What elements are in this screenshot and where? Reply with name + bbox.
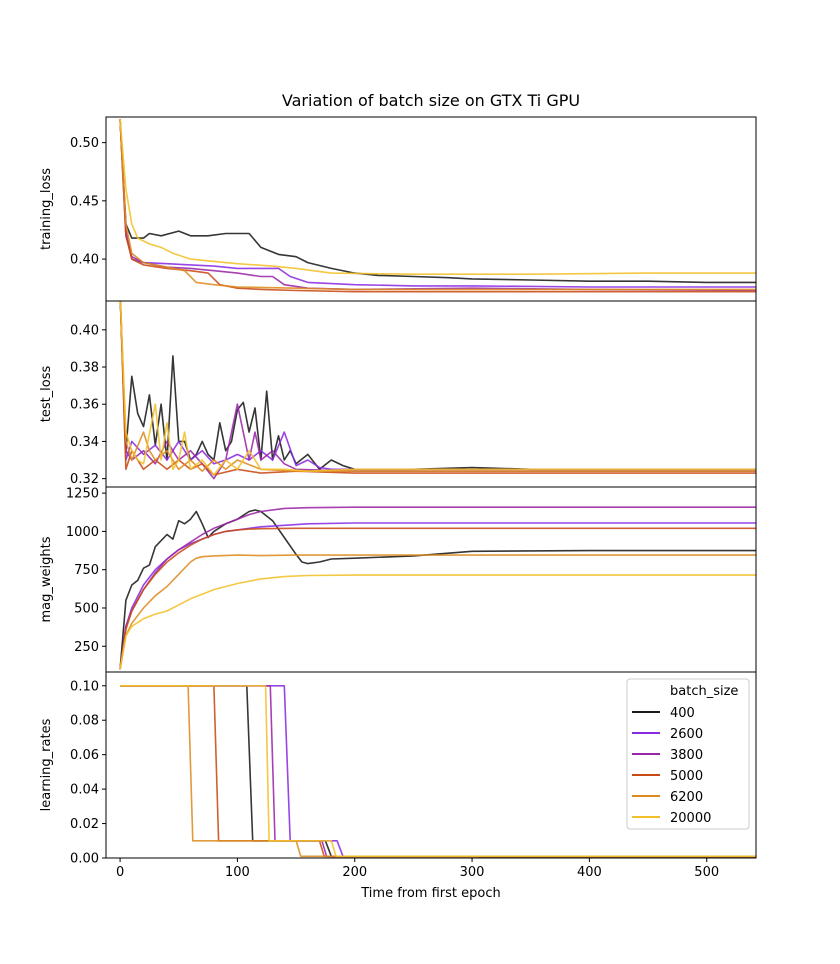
- series-group: [119, 506, 756, 670]
- y-axis-label-learning_rates: learning_rates: [39, 718, 54, 811]
- x-tick-label: 200: [342, 865, 367, 880]
- y-axis-label-training_loss: training_loss: [39, 168, 54, 250]
- y-tick-label: 250: [74, 640, 99, 655]
- legend-entry-6200: 6200: [670, 790, 703, 805]
- panel-learning_rates: 0.00 0.02 0.04 0.06 0.08 0.10 learning_rates 0 1…: [39, 671, 757, 880]
- legend-box: [626, 678, 750, 830]
- series-line-5000-mag_weights: [119, 527, 756, 670]
- x-tick-label: 500: [694, 865, 719, 880]
- y-tick-label: 0.40: [70, 323, 99, 338]
- legend-entry-5000: 5000: [670, 769, 703, 784]
- y-tick-label: 0.38: [70, 361, 99, 376]
- series-line-2600-test_loss: [119, 301, 756, 471]
- x-axis-label: Time from first epoch: [360, 886, 500, 901]
- y-tick-label: 0.02: [70, 817, 99, 832]
- series-line-400-test_loss: [119, 301, 756, 471]
- series-line-20000-test_loss: [119, 301, 756, 476]
- legend-entry-3800: 3800: [670, 748, 703, 763]
- series-line-6200-test_loss: [119, 301, 756, 473]
- legend-entry-20000: 20000: [670, 811, 711, 826]
- series-line-6200-mag_weights: [119, 554, 756, 670]
- series-group: [119, 119, 756, 293]
- panel-frame: [105, 486, 757, 673]
- y-tick-label: 1250: [66, 487, 99, 502]
- panel-training_loss: 0.40 0.45 0.50 training_loss: [39, 116, 757, 302]
- series-line-2600-mag_weights: [119, 522, 756, 670]
- series-line-20000-learning_rates: [120, 684, 756, 858]
- series-line-20000-mag_weights: [119, 574, 756, 670]
- panel-mag_weights: 250 500 750 1000 1250 mag_weights: [39, 486, 757, 673]
- y-tick-label: 0.36: [70, 398, 99, 413]
- panels-group: 0.400.450.50training_loss0.320.340.360.3…: [39, 116, 757, 880]
- y-axis-label-mag_weights: mag_weights: [39, 536, 54, 622]
- legend-entry-2600: 2600: [670, 727, 703, 742]
- y-tick-label: 0.32: [70, 472, 99, 487]
- series-line-20000-training_loss: [119, 119, 756, 276]
- x-tick-label: 100: [225, 865, 250, 880]
- panel-frame: [105, 300, 757, 488]
- y-tick-label: 0.34: [70, 435, 99, 450]
- y-tick-label: 0.50: [70, 136, 99, 151]
- series-line-3800-mag_weights: [119, 506, 756, 670]
- y-tick-label: 0.00: [70, 852, 99, 867]
- series-line-6200-training_loss: [119, 119, 756, 291]
- y-tick-label: 1000: [66, 525, 99, 540]
- x-tick-label: 300: [460, 865, 485, 880]
- y-tick-label: 0.10: [70, 679, 99, 694]
- y-tick-label: 0.08: [70, 714, 99, 729]
- chart-title: Variation of batch size on GTX Ti GPU: [282, 91, 580, 110]
- y-tick-label: 500: [74, 601, 99, 616]
- y-tick-label: 0.06: [70, 748, 99, 763]
- series-group: [120, 684, 756, 858]
- y-axis-label-test_loss: test_loss: [39, 365, 54, 422]
- legend-entry-400: 400: [670, 706, 695, 721]
- y-tick-label: 0.45: [70, 194, 99, 209]
- x-tick-label: 400: [577, 865, 602, 880]
- x-tick-label: 0: [116, 865, 124, 880]
- series-line-400-training_loss: [119, 119, 756, 284]
- panel-frame: [105, 671, 757, 859]
- y-tick-label: 0.40: [70, 253, 99, 268]
- series-group: [119, 301, 756, 480]
- panel-test_loss: 0.32 0.34 0.36 0.38 0.40 test_loss: [39, 300, 757, 488]
- y-tick-label: 750: [74, 563, 99, 578]
- legend-title: batch_size: [670, 684, 738, 699]
- y-tick-label: 0.04: [70, 783, 99, 798]
- legend: batch_size 400 2600 3800 5000 6200 20000: [626, 678, 750, 830]
- series-line-3800-training_loss: [119, 119, 756, 292]
